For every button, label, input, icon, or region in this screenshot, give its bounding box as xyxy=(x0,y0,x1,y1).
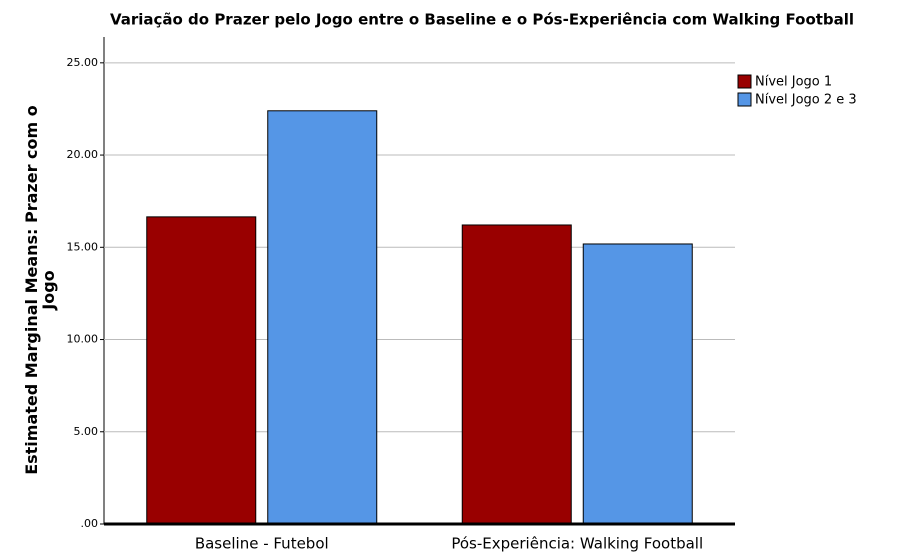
y-tick-label: 10.00 xyxy=(67,333,99,346)
y-tick-label: 20.00 xyxy=(67,148,99,161)
y-tick-label: .00 xyxy=(81,517,99,530)
bar xyxy=(461,224,572,525)
legend-label: Nível Jogo 2 e 3 xyxy=(755,93,857,108)
bar xyxy=(582,243,693,525)
legend-swatch xyxy=(737,92,752,107)
y-tick-label: 25.00 xyxy=(67,56,99,69)
bar xyxy=(146,216,257,525)
bar xyxy=(267,110,378,525)
x-tick-label: Baseline - Futebol xyxy=(195,535,329,553)
chart-title: Variação do Prazer pelo Jogo entre o Bas… xyxy=(110,11,854,29)
y-tick-label: 15.00 xyxy=(67,240,99,253)
legend-label: Nível Jogo 1 xyxy=(755,75,832,90)
x-tick-label: Pós-Experiência: Walking Football xyxy=(451,535,703,553)
y-axis-title: Estimated Marginal Means: Prazer com o J… xyxy=(22,105,58,475)
legend-swatch xyxy=(737,74,752,89)
y-tick-label: 5.00 xyxy=(74,425,99,438)
